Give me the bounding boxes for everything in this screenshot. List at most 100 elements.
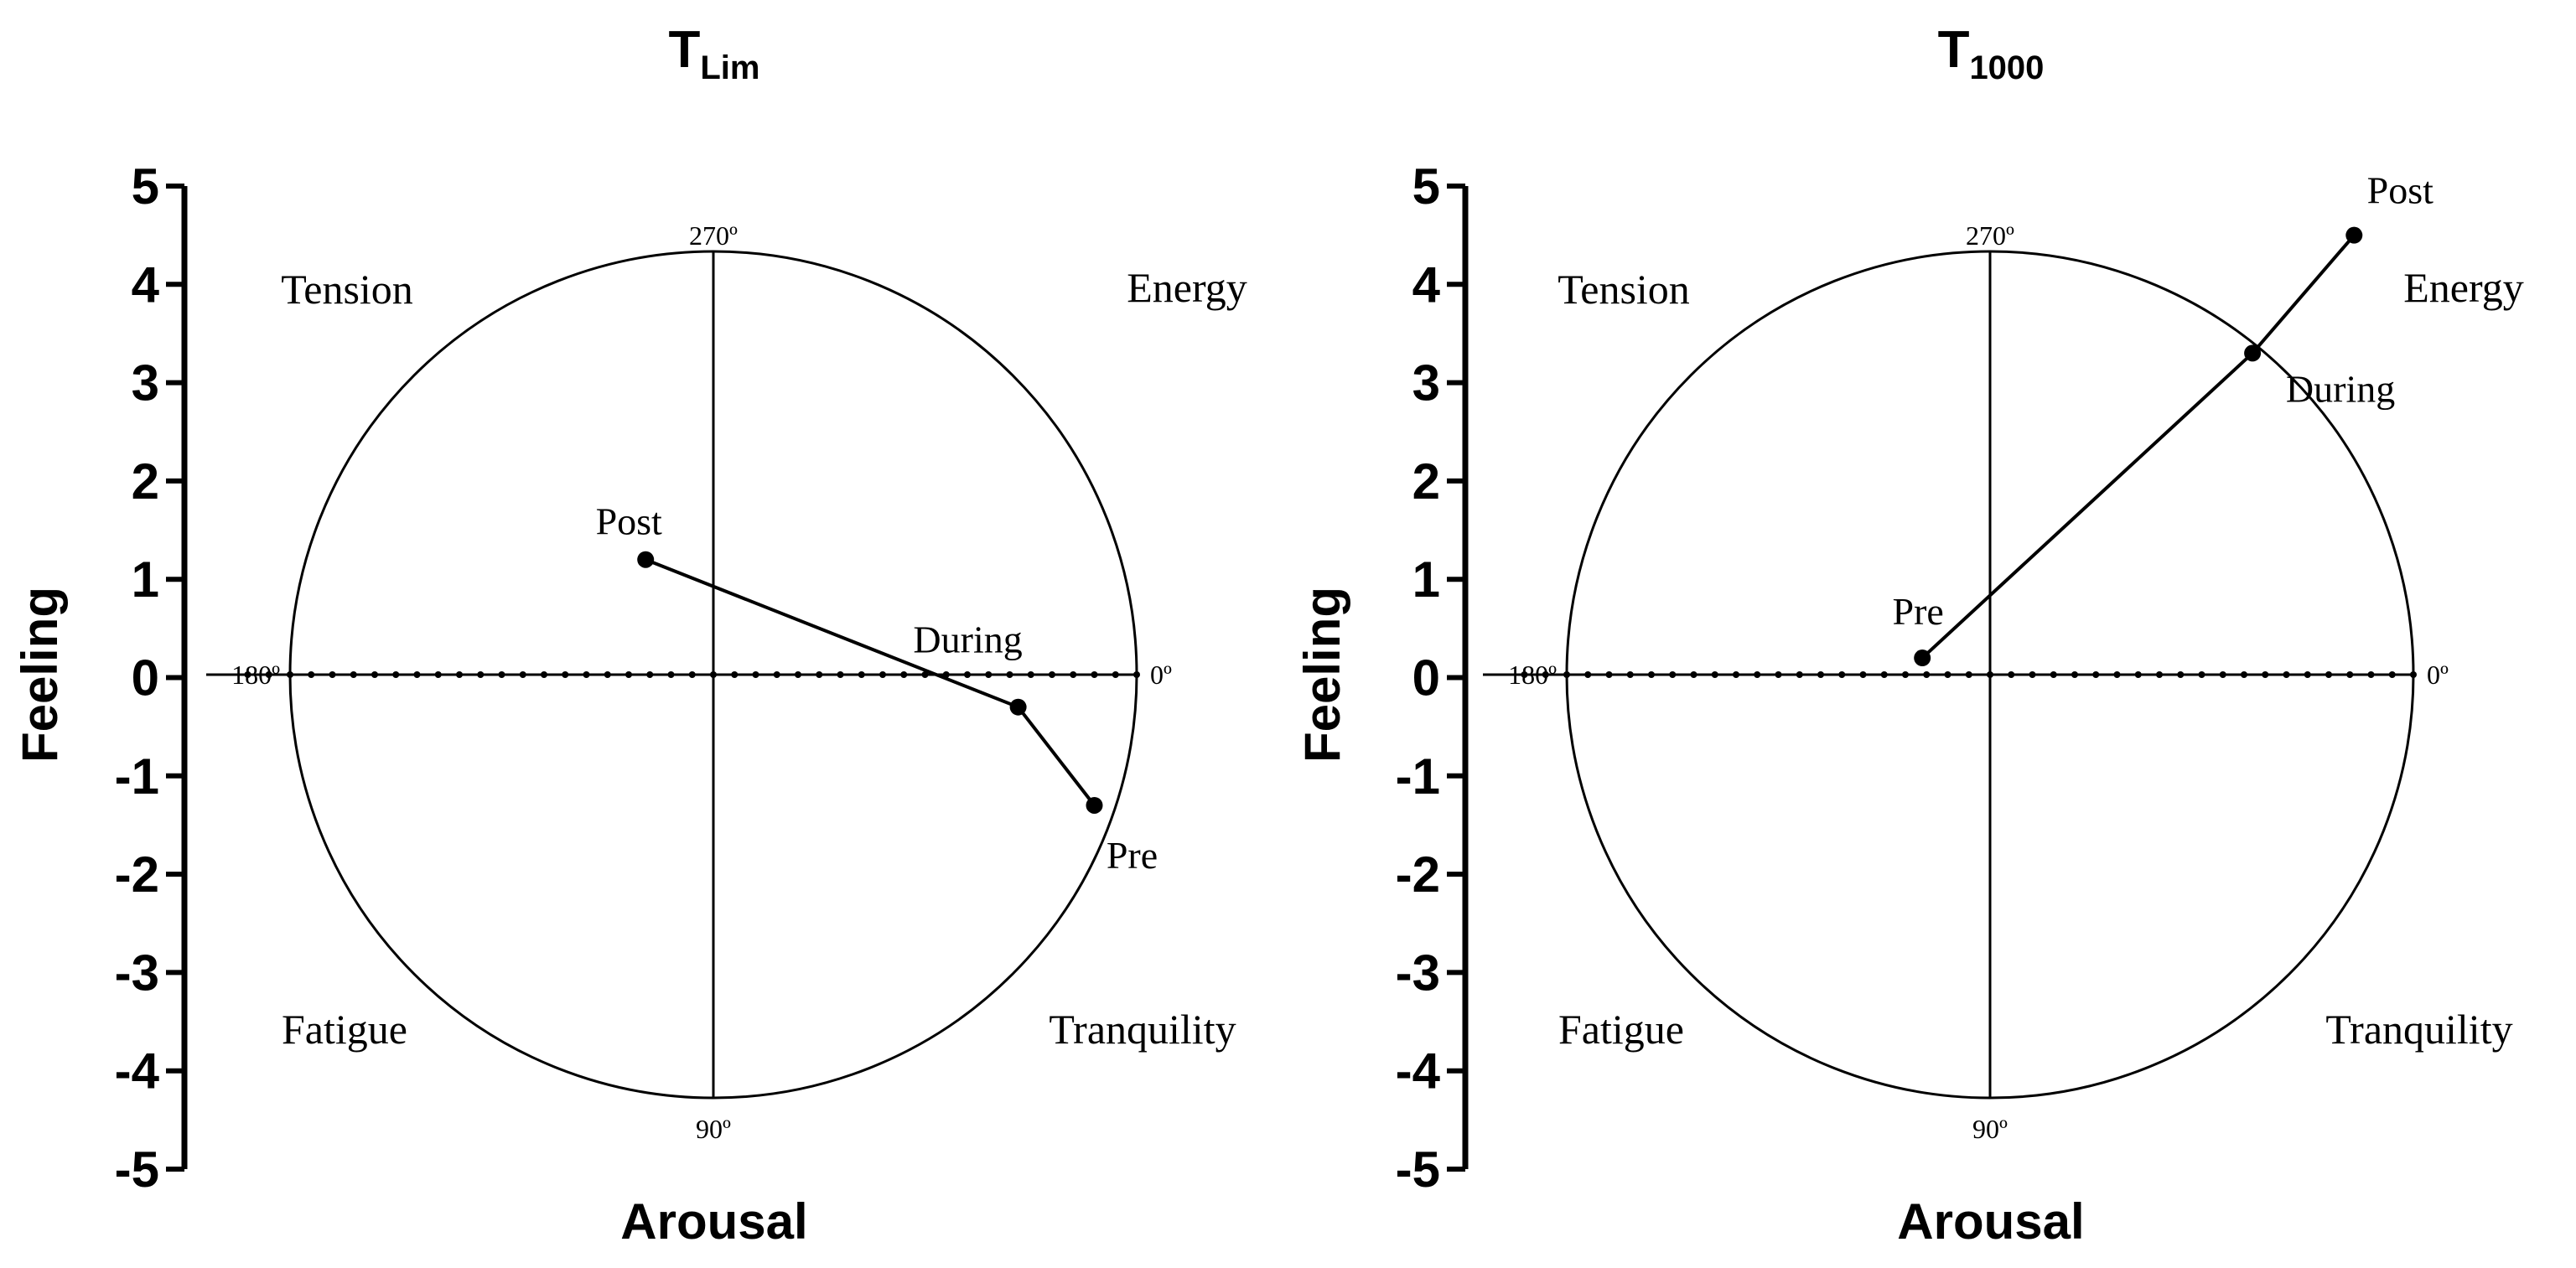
y-tick-label: 5 bbox=[1412, 158, 1440, 215]
data-point-during bbox=[1009, 698, 1027, 716]
y-tick-label: -4 bbox=[1396, 1043, 1441, 1100]
data-point-pre bbox=[1914, 650, 1931, 667]
point-label-post: Post bbox=[2367, 169, 2433, 212]
degree-label-top: 270º bbox=[1966, 220, 2014, 251]
horizontal-axis-dot bbox=[2092, 671, 2100, 678]
degree-label-bottom: 90º bbox=[1972, 1114, 2008, 1144]
horizontal-axis-dot bbox=[1070, 671, 1077, 678]
degree-label-right: 0º bbox=[2427, 660, 2449, 690]
y-tick-label: 5 bbox=[132, 158, 159, 215]
quadrant-label-energy: Energy bbox=[2403, 264, 2523, 311]
horizontal-axis-dot bbox=[985, 671, 993, 678]
x-axis-title: Arousal bbox=[1897, 1193, 2084, 1250]
horizontal-axis-dot bbox=[1817, 671, 1824, 678]
horizontal-axis-dot bbox=[1754, 671, 1761, 678]
horizontal-axis-dot bbox=[1965, 671, 1972, 678]
y-tick-label: -4 bbox=[115, 1043, 160, 1100]
chart-title-subscript: 1000 bbox=[1969, 49, 2044, 86]
horizontal-axis-dot bbox=[964, 671, 971, 678]
horizontal-axis-dot bbox=[2050, 671, 2057, 678]
series-line bbox=[1920, 234, 2356, 660]
quadrant-label-tranquility: Tranquility bbox=[1049, 1006, 1236, 1053]
quadrant-label-energy: Energy bbox=[1127, 264, 1247, 311]
horizontal-axis-dot bbox=[900, 671, 908, 678]
quadrant-label-tension: Tension bbox=[281, 266, 413, 313]
chart-title-main: T bbox=[669, 21, 701, 79]
y-tick-label: 2 bbox=[132, 453, 159, 510]
horizontal-axis-dot bbox=[667, 671, 675, 678]
horizontal-axis-dot bbox=[1944, 671, 1951, 678]
horizontal-axis-dot bbox=[752, 671, 759, 678]
horizontal-axis-dot bbox=[710, 671, 717, 678]
data-point-pre bbox=[1086, 796, 1103, 814]
degree-label-right: 0º bbox=[1150, 660, 1172, 690]
horizontal-axis-dot bbox=[477, 671, 485, 678]
horizontal-axis-dot bbox=[498, 671, 505, 678]
quadrant-label-tension: Tension bbox=[1558, 266, 1690, 313]
horizontal-axis-dot bbox=[1542, 671, 1549, 678]
point-label-pre: Pre bbox=[1893, 590, 1944, 633]
horizontal-axis-dot bbox=[816, 671, 823, 678]
y-tick-label: -2 bbox=[115, 846, 159, 903]
horizontal-axis-dot bbox=[625, 671, 632, 678]
horizontal-axis-dot bbox=[879, 671, 886, 678]
horizontal-axis-dot bbox=[1690, 671, 1697, 678]
horizontal-axis-dot bbox=[1987, 671, 1993, 678]
horizontal-axis-dot bbox=[2156, 671, 2163, 678]
y-tick-label: 1 bbox=[132, 551, 159, 608]
horizontal-axis-dot bbox=[1775, 671, 1782, 678]
horizontal-axis-dot bbox=[1563, 671, 1570, 678]
horizontal-axis-dot bbox=[265, 671, 272, 678]
horizontal-axis-dot bbox=[2304, 671, 2311, 678]
data-point-post bbox=[637, 551, 655, 568]
chart-panel-1: TLim 5 4 3 2 1 0 -1 -2 -3 -4 -5 Feeling Arousal 270º 90… bbox=[12, 21, 1247, 1250]
data-point-during bbox=[2244, 344, 2262, 362]
horizontal-axis-dot bbox=[413, 671, 421, 678]
horizontal-axis-dot bbox=[308, 671, 315, 678]
y-tick-label: -1 bbox=[1396, 748, 1440, 805]
y-tick-label: -1 bbox=[115, 748, 159, 805]
chart-title: T1000 bbox=[1938, 21, 2045, 86]
horizontal-axis-dot bbox=[1859, 671, 1867, 678]
horizontal-axis-dot bbox=[583, 671, 590, 678]
horizontal-axis-dot bbox=[1091, 671, 1098, 678]
horizontal-axis-dot bbox=[2113, 671, 2121, 678]
y-tick-label: 4 bbox=[1412, 256, 1441, 313]
x-axis-title: Arousal bbox=[620, 1193, 807, 1250]
horizontal-axis-dot bbox=[1648, 671, 1655, 678]
point-label-post: Post bbox=[596, 500, 662, 543]
horizontal-axis-dot bbox=[2346, 671, 2354, 678]
y-tick-label: 0 bbox=[1412, 650, 1440, 706]
horizontal-axis-dot bbox=[456, 671, 463, 678]
horizontal-axis-dot bbox=[562, 671, 569, 678]
horizontal-axis-dot bbox=[604, 671, 611, 678]
horizontal-axis-dot bbox=[1006, 671, 1013, 678]
horizontal-axis-dot bbox=[1923, 671, 1931, 678]
horizontal-axis-dot bbox=[371, 671, 378, 678]
horizontal-axis-dot bbox=[2283, 671, 2290, 678]
horizontal-axis-dot bbox=[2134, 671, 2142, 678]
y-tick-label: 1 bbox=[1412, 551, 1440, 608]
horizontal-axis-dot bbox=[1584, 671, 1592, 678]
horizontal-axis-dot bbox=[688, 671, 696, 678]
horizontal-axis-dot bbox=[1027, 671, 1034, 678]
horizontal-axis-dot bbox=[1605, 671, 1613, 678]
horizontal-axis-dot bbox=[1838, 671, 1846, 678]
point-label-pre: Pre bbox=[1107, 834, 1158, 877]
horizontal-axis-dot bbox=[2008, 671, 2015, 678]
horizontal-axis-dot bbox=[1133, 671, 1140, 678]
y-tick-label: -2 bbox=[1396, 846, 1440, 903]
horizontal-axis-dot bbox=[837, 671, 844, 678]
quadrant-label-fatigue: Fatigue bbox=[282, 1006, 407, 1053]
horizontal-axis-dot bbox=[2029, 671, 2036, 678]
horizontal-axis-dot bbox=[2367, 671, 2375, 678]
quadrant-label-fatigue: Fatigue bbox=[1558, 1006, 1684, 1053]
chart-panel-2: T1000 5 4 3 2 1 0 -1 -2 -3 -4 -5 Feeling Arousal 270º 9… bbox=[1294, 21, 2524, 1250]
y-tick-label: 4 bbox=[132, 256, 160, 313]
y-tick-label: -5 bbox=[1396, 1141, 1440, 1198]
horizontal-axis-dot bbox=[2410, 671, 2417, 678]
horizontal-axis-dot bbox=[1733, 671, 1739, 678]
y-tick-label: 3 bbox=[132, 355, 159, 411]
y-tick-label: 2 bbox=[1412, 453, 1440, 510]
